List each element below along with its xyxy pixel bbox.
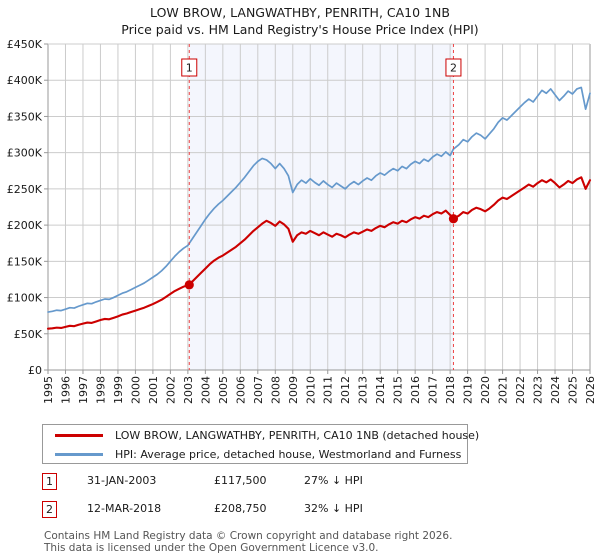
x-axis-labels: 1995 1996 1997 1998 1999 2000 2001 2002 2003 2004…: [42, 370, 597, 404]
svg-text:1997: 1997: [77, 376, 90, 404]
svg-text:£50K: £50K: [14, 328, 43, 341]
svg-text:£150K: £150K: [7, 255, 43, 268]
legend-item-hpi: HPI: Average price, detached house, West…: [43, 444, 467, 464]
svg-text:2009: 2009: [287, 376, 300, 404]
footer-line-1: Contains HM Land Registry data © Crown c…: [44, 530, 453, 542]
svg-text:2016: 2016: [409, 376, 422, 404]
svg-text:1: 1: [186, 62, 193, 75]
svg-text:2010: 2010: [304, 376, 317, 404]
svg-text:2007: 2007: [252, 376, 265, 404]
svg-text:£100K: £100K: [7, 292, 43, 305]
svg-text:2006: 2006: [234, 376, 247, 404]
svg-text:£350K: £350K: [7, 110, 43, 123]
svg-text:2021: 2021: [497, 376, 510, 404]
svg-text:2015: 2015: [392, 376, 405, 404]
event-hpi-delta-1: 27% ↓ HPI: [304, 474, 363, 487]
event-price-1: £117,500: [214, 474, 267, 487]
svg-text:2025: 2025: [567, 376, 580, 404]
legend-swatch-price-paid: [55, 433, 103, 437]
svg-text:2002: 2002: [164, 376, 177, 404]
svg-text:£450K: £450K: [7, 38, 43, 51]
event-badge-1: 1: [42, 473, 57, 490]
title-line-2: Price paid vs. HM Land Registry's House …: [121, 22, 479, 37]
svg-text:£250K: £250K: [7, 183, 43, 196]
svg-text:2026: 2026: [584, 376, 597, 404]
svg-text:£300K: £300K: [7, 147, 43, 160]
event-points: [184, 214, 459, 290]
svg-text:1999: 1999: [112, 376, 125, 404]
legend-label-hpi: HPI: Average price, detached house, West…: [115, 447, 462, 461]
svg-text:2000: 2000: [129, 376, 142, 404]
svg-text:2018: 2018: [444, 376, 457, 404]
highlight-band: [189, 44, 454, 370]
svg-text:2013: 2013: [357, 376, 370, 404]
svg-text:2023: 2023: [532, 376, 545, 404]
axes: [47, 43, 591, 371]
svg-text:2017: 2017: [427, 376, 440, 404]
svg-text:2011: 2011: [322, 376, 335, 404]
svg-text:2020: 2020: [479, 376, 492, 404]
event-price-2: £208,750: [214, 502, 267, 515]
svg-text:2024: 2024: [549, 376, 562, 404]
chart-legend: LOW BROW, LANGWATHBY, PENRITH, CA10 1NB …: [42, 424, 479, 464]
y-axis-labels: £0 £50K £100K £150K £200K £250K £300K £350K £400…: [7, 38, 48, 377]
legend-label-price-paid: LOW BROW, LANGWATHBY, PENRITH, CA10 1NB …: [115, 428, 480, 442]
svg-text:2: 2: [450, 62, 457, 75]
data-series: [46, 86, 592, 330]
svg-text:2022: 2022: [514, 376, 527, 404]
svg-text:2012: 2012: [339, 376, 352, 404]
svg-text:2014: 2014: [374, 376, 387, 404]
event-hpi-delta-2: 32% ↓ HPI: [304, 502, 363, 515]
event-badge-2: 2: [42, 501, 57, 518]
svg-text:2005: 2005: [217, 376, 230, 404]
event-marker-lines: [188, 44, 454, 370]
page-title: LOW BROW, LANGWATHBY, PENRITH, CA10 1NB …: [0, 4, 600, 38]
svg-text:£0: £0: [28, 364, 42, 377]
svg-text:1995: 1995: [42, 376, 55, 404]
svg-text:2003: 2003: [182, 376, 195, 404]
event-date-2: 12-MAR-2018: [87, 502, 162, 515]
attribution-footer: Contains HM Land Registry data © Crown c…: [44, 530, 584, 554]
svg-text:1998: 1998: [94, 376, 107, 404]
legend-swatch-hpi: [55, 452, 103, 456]
svg-text:2001: 2001: [147, 376, 160, 404]
svg-text:2004: 2004: [199, 376, 212, 404]
event-date-1: 31-JAN-2003: [87, 474, 157, 487]
legend-item-price-paid: LOW BROW, LANGWATHBY, PENRITH, CA10 1NB …: [43, 425, 479, 445]
svg-text:2008: 2008: [269, 376, 282, 404]
price-history-chart: £0 £50K £100K £150K £200K £250K £300K £350K £400…: [7, 38, 597, 404]
title-line-1: LOW BROW, LANGWATHBY, PENRITH, CA10 1NB: [150, 5, 450, 20]
svg-text:1996: 1996: [59, 376, 72, 404]
svg-text:2019: 2019: [462, 376, 475, 404]
footer-line-2: This data is licensed under the Open Gov…: [44, 542, 379, 554]
svg-text:£400K: £400K: [7, 74, 43, 87]
svg-text:£200K: £200K: [7, 219, 43, 232]
